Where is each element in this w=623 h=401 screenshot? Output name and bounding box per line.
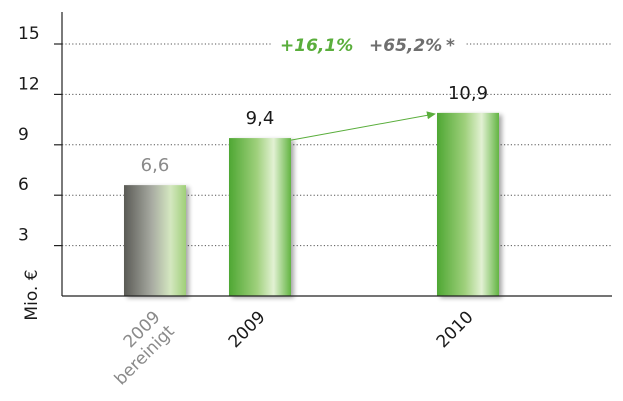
bars bbox=[124, 112, 499, 296]
bar-1 bbox=[229, 138, 291, 296]
annotation-background bbox=[272, 41, 466, 47]
growth-annotation: +16,1% +65,2% * bbox=[280, 36, 455, 56]
y-tick-label: 15 bbox=[18, 24, 40, 44]
growth-footnote-asterisk: * bbox=[446, 36, 455, 56]
data-label: 9,4 bbox=[246, 108, 275, 129]
growth-arrow bbox=[290, 111, 436, 141]
category-label: 2010 bbox=[433, 307, 478, 352]
bar-2 bbox=[437, 112, 499, 296]
y-tick-label: 9 bbox=[18, 125, 29, 145]
growth-annotation-green: +16,1% bbox=[280, 36, 353, 56]
data-labels: 6,6 9,4 10,9 bbox=[141, 83, 488, 176]
category-label-line: 2010 bbox=[433, 307, 478, 352]
y-axis-label: Mio. € bbox=[22, 269, 42, 320]
category-label-line: 2009 bbox=[225, 307, 270, 352]
gridlines bbox=[62, 41, 612, 247]
y-tick-label: 12 bbox=[18, 74, 40, 94]
y-tick-label: 6 bbox=[18, 175, 29, 195]
bar-0 bbox=[124, 185, 186, 296]
data-label: 10,9 bbox=[448, 83, 488, 104]
y-axis-ticks: 3 6 9 12 15 bbox=[18, 24, 62, 247]
growth-annotation-grey: +65,2% bbox=[369, 36, 442, 56]
y-tick-label: 3 bbox=[18, 226, 29, 246]
category-label: 2009 bbox=[225, 307, 270, 352]
data-label: 6,6 bbox=[141, 155, 170, 176]
